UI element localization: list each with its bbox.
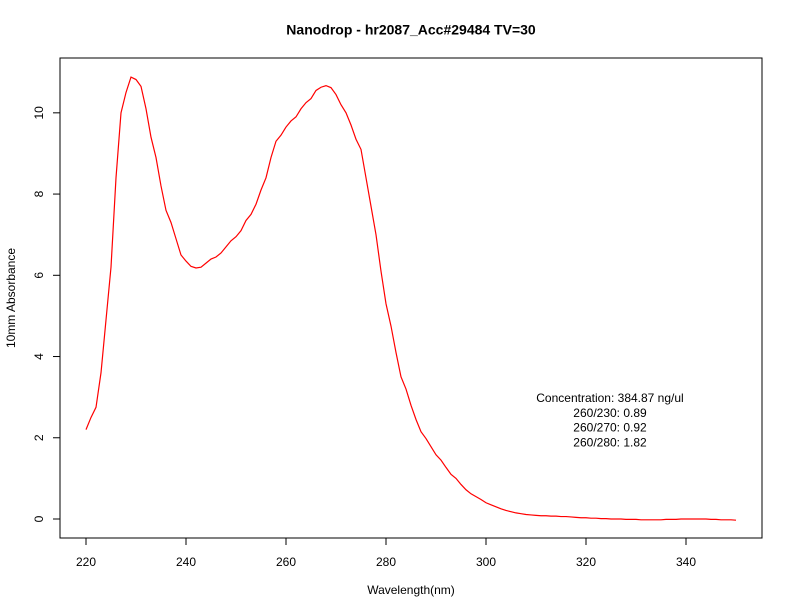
annotation: 260/270: 0.92: [573, 421, 647, 435]
x-tick-label: 280: [376, 555, 396, 569]
y-tick-label: 0: [32, 515, 46, 522]
x-tick-label: 220: [76, 555, 96, 569]
y-tick-label: 2: [32, 434, 46, 441]
x-tick-label: 240: [176, 555, 196, 569]
chart-title: Nanodrop - hr2087_Acc#29484 TV=30: [286, 22, 536, 38]
y-axis-label: 10mm Absorbance: [4, 248, 18, 348]
annotation: Concentration: 384.87 ng/ul: [536, 391, 683, 405]
x-tick-label: 260: [276, 555, 296, 569]
annotation: 260/280: 1.82: [573, 435, 647, 449]
y-tick-label: 6: [32, 272, 46, 279]
y-tick-label: 10: [32, 106, 46, 120]
y-tick-label: 8: [32, 190, 46, 197]
plot-frame: [59, 57, 763, 539]
annotation: 260/230: 0.89: [573, 406, 647, 420]
x-tick-label: 320: [576, 555, 596, 569]
x-tick-label: 340: [676, 555, 696, 569]
x-axis-label: Wavelength(nm): [367, 583, 455, 597]
y-tick-label: 4: [32, 353, 46, 360]
absorbance-line: [85, 76, 737, 521]
x-tick-label: 300: [476, 555, 496, 569]
